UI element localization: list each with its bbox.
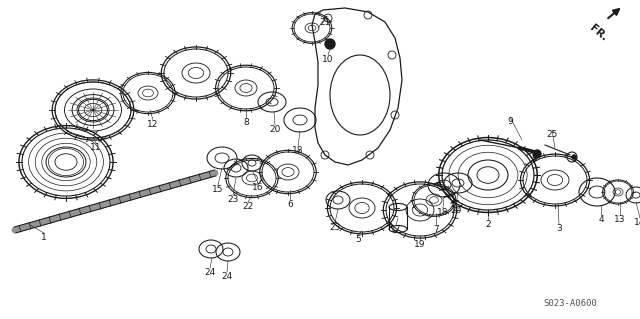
Text: 25: 25 xyxy=(547,130,557,139)
Text: 9: 9 xyxy=(507,117,513,126)
Text: 6: 6 xyxy=(287,200,293,209)
Text: 20: 20 xyxy=(269,125,281,134)
Text: 4: 4 xyxy=(598,215,604,224)
Text: 24: 24 xyxy=(221,272,232,281)
Text: 21: 21 xyxy=(319,18,331,27)
Circle shape xyxy=(572,155,576,159)
Text: 18: 18 xyxy=(292,146,304,155)
Text: 10: 10 xyxy=(323,55,333,64)
Text: 16: 16 xyxy=(252,183,264,192)
Text: 5: 5 xyxy=(355,235,361,244)
Text: 11: 11 xyxy=(90,143,102,152)
Text: 23: 23 xyxy=(330,223,340,232)
Text: S023-A0600: S023-A0600 xyxy=(543,299,597,308)
Text: 2: 2 xyxy=(485,220,491,229)
Text: 24: 24 xyxy=(204,268,216,277)
Text: 1: 1 xyxy=(41,233,47,242)
Text: 7: 7 xyxy=(433,225,439,234)
Text: 8: 8 xyxy=(243,118,249,127)
Text: 22: 22 xyxy=(243,202,253,211)
Text: 14: 14 xyxy=(634,218,640,227)
Text: 19: 19 xyxy=(414,240,426,249)
Text: 3: 3 xyxy=(556,224,562,233)
Text: FR.: FR. xyxy=(588,23,609,43)
Text: 23: 23 xyxy=(227,195,239,204)
Circle shape xyxy=(325,39,335,49)
Text: 18: 18 xyxy=(437,208,449,217)
Text: 20: 20 xyxy=(451,206,461,215)
Text: 15: 15 xyxy=(212,185,224,194)
Text: 13: 13 xyxy=(614,215,626,224)
Text: 17: 17 xyxy=(390,225,402,234)
Text: 12: 12 xyxy=(147,120,159,129)
Circle shape xyxy=(533,150,541,158)
